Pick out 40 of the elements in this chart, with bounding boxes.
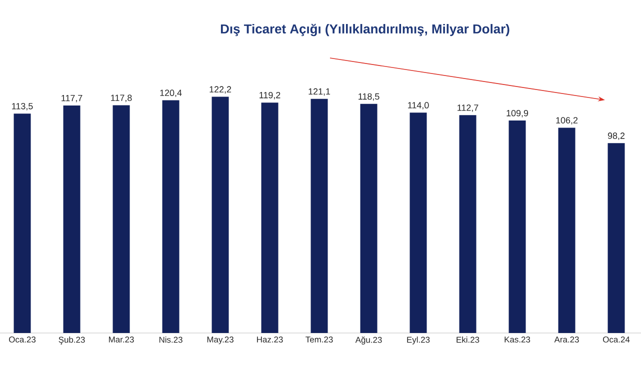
bar <box>63 105 80 333</box>
data-label: 109,9 <box>506 110 528 118</box>
bar <box>558 128 576 333</box>
bar <box>360 104 378 333</box>
x-tick-label: Eyl.23 <box>407 336 430 344</box>
x-tick-label: May.23 <box>207 336 234 344</box>
x-tick-label: Kas.23 <box>504 336 530 343</box>
bar <box>112 105 130 333</box>
bar <box>310 98 328 333</box>
x-tick-label: Oca.24 <box>603 336 630 343</box>
data-label: 114,0 <box>408 102 429 110</box>
data-label: 119,2 <box>260 92 280 100</box>
bar <box>459 115 476 333</box>
data-label: 121,1 <box>308 88 330 96</box>
x-tick-label: Haz.23 <box>257 336 283 343</box>
x-tick-label: Mar.23 <box>109 336 134 343</box>
bar <box>212 96 229 333</box>
x-tick-label: Ara.23 <box>554 336 579 343</box>
x-tick-label: Tem.23 <box>306 336 333 343</box>
data-label: 106,2 <box>556 117 578 124</box>
data-label: 98,2 <box>608 132 625 140</box>
bar <box>14 114 31 333</box>
x-tick-label: Eki.23 <box>456 336 480 343</box>
chart-title: Dış Ticaret Açığı (Yıllıklandırılmış, Milyar Dolar) <box>220 24 510 36</box>
bar <box>162 100 180 333</box>
data-label: 117,8 <box>111 94 132 102</box>
x-tick-label: Nis.23 <box>159 336 182 343</box>
bar <box>608 143 625 333</box>
bar <box>261 102 278 333</box>
data-label: 112,7 <box>458 104 478 112</box>
x-tick-label: Ağu.23 <box>355 336 382 345</box>
data-label: 122,2 <box>210 86 232 94</box>
data-label: 120,4 <box>160 90 182 98</box>
data-label: 118,5 <box>358 93 380 101</box>
x-tick-label: Oca.23 <box>9 336 36 343</box>
x-tick-label: Şub.23 <box>58 336 85 344</box>
data-label: 117,7 <box>62 94 82 102</box>
bar <box>410 112 427 333</box>
bar <box>508 120 526 333</box>
data-label: 113,5 <box>12 102 33 110</box>
